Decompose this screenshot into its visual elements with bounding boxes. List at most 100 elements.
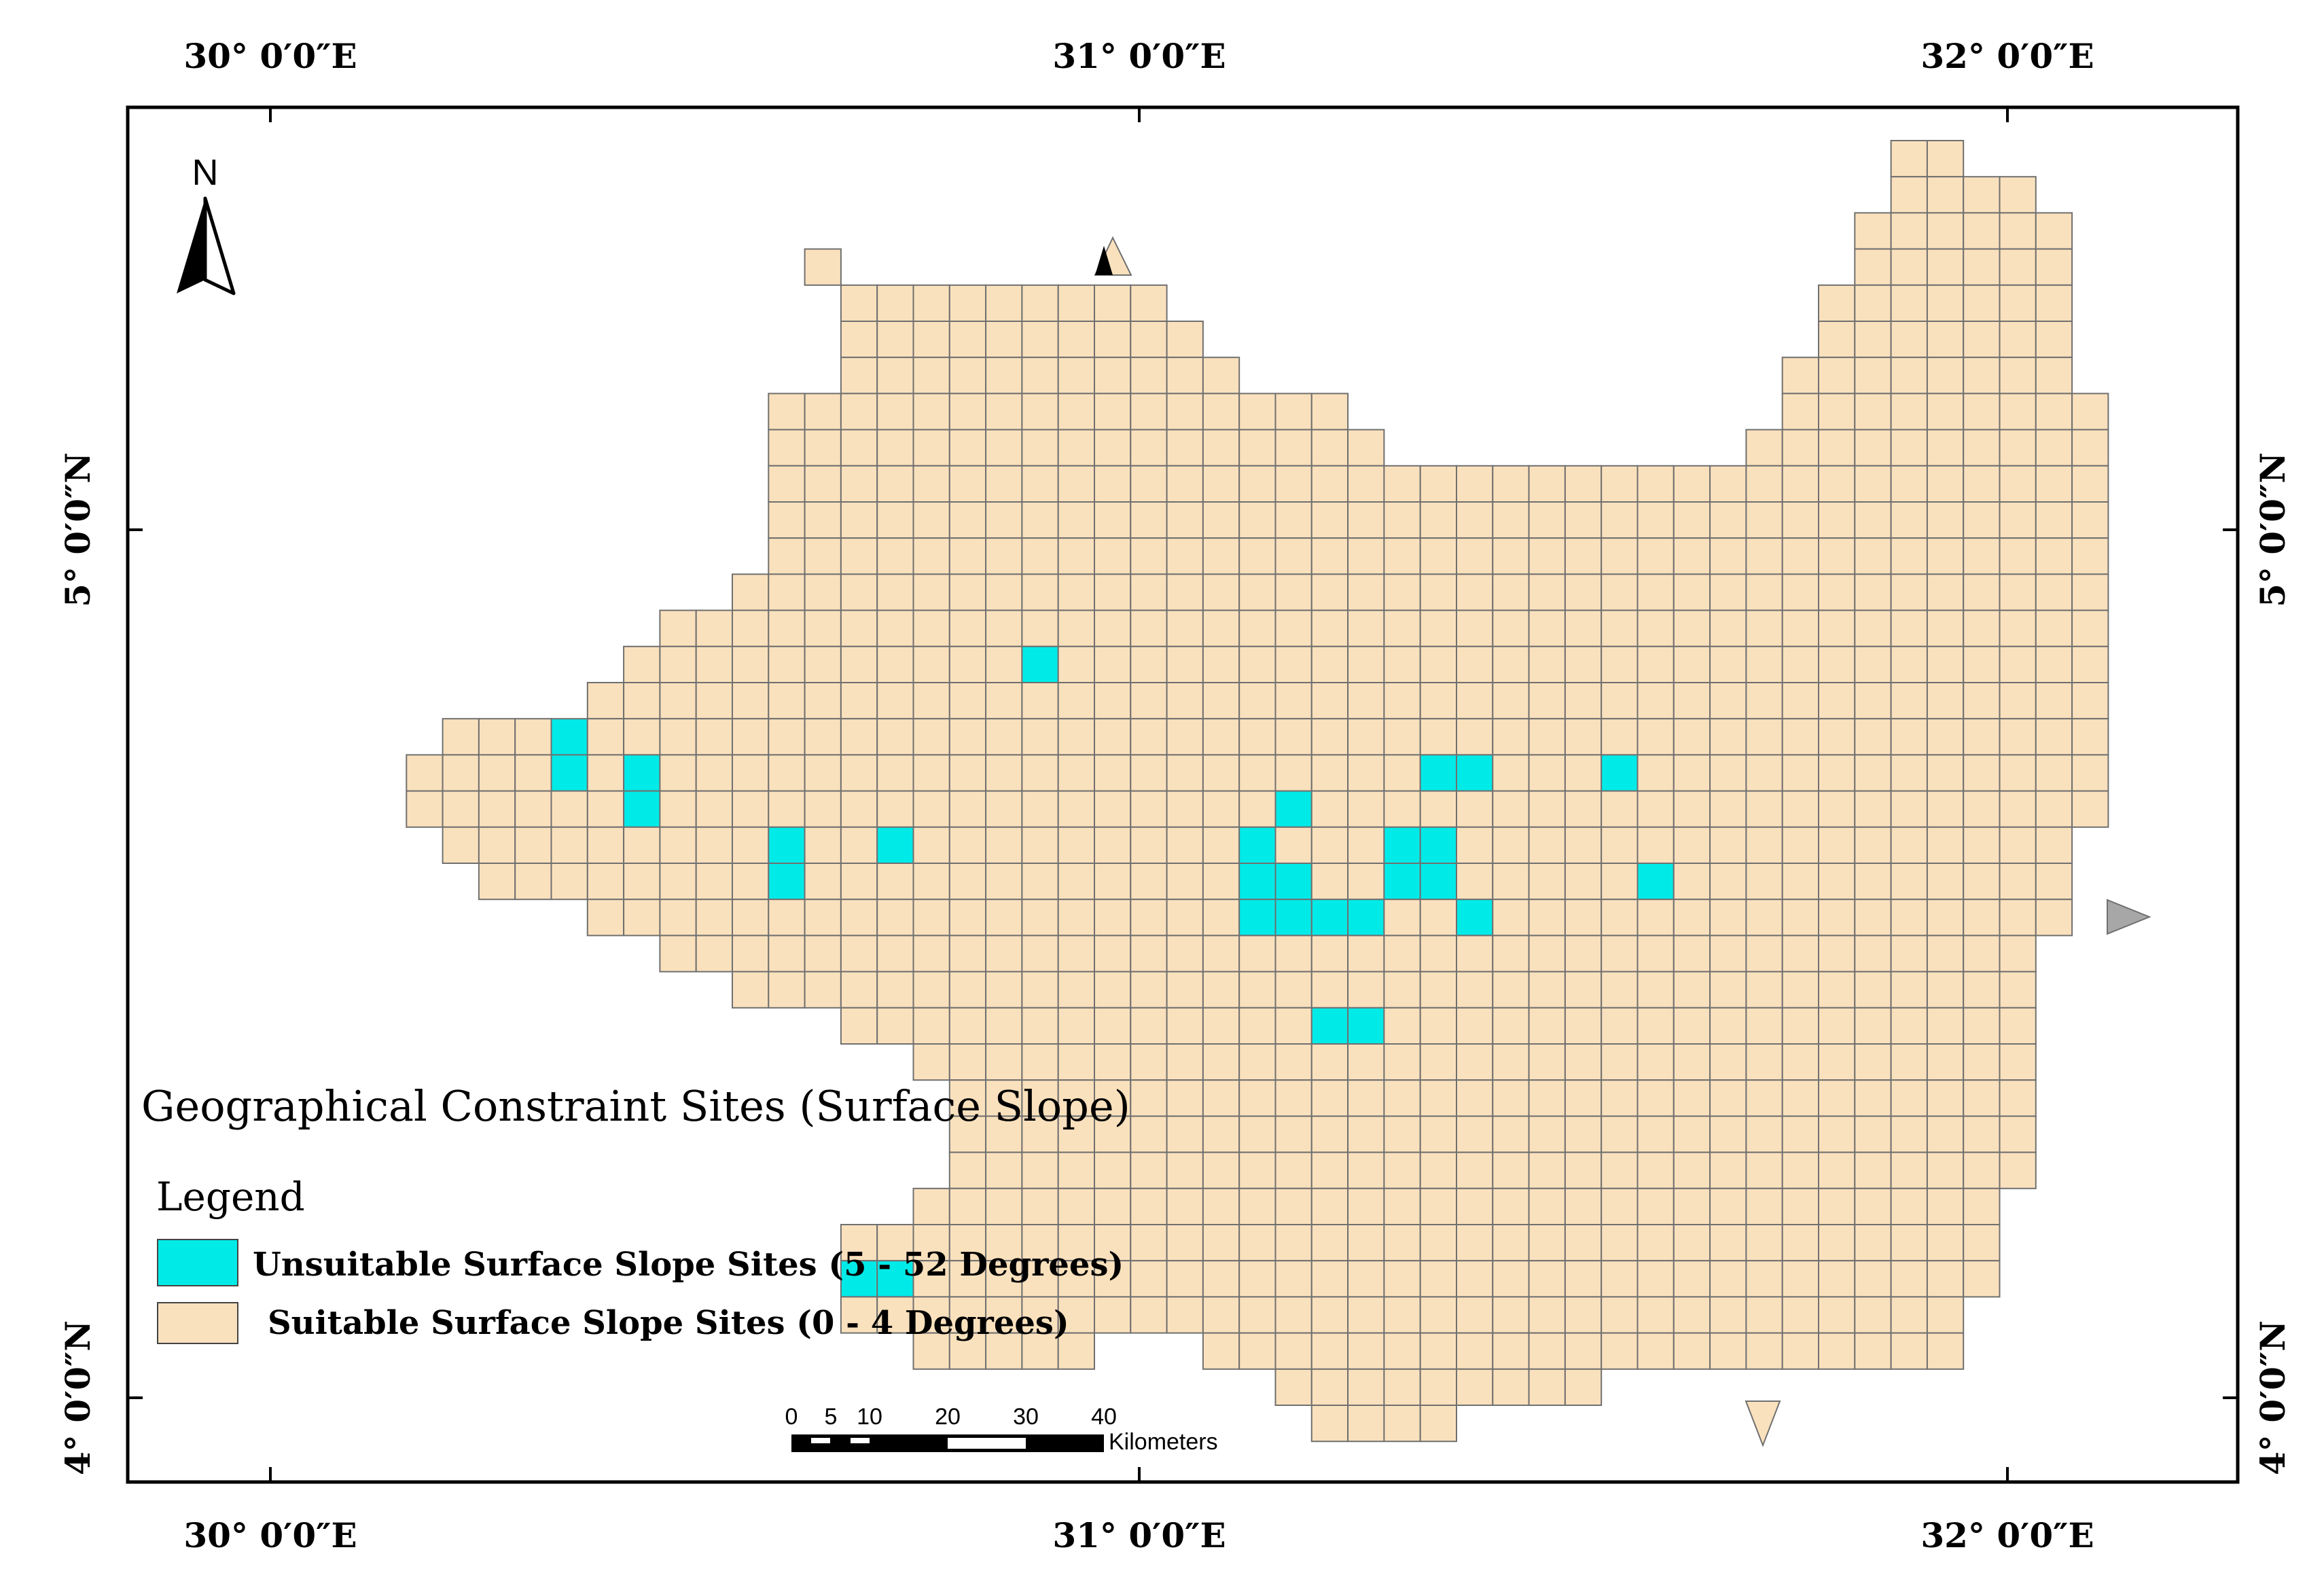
suitable-cell (1854, 863, 1892, 901)
unsuitable-cell (1383, 826, 1421, 865)
suitable-cell (1963, 826, 2001, 865)
suitable-cell (1383, 1224, 1421, 1262)
suitable-cell (2035, 248, 2073, 286)
unsuitable-cell (1238, 826, 1276, 865)
suitable-cell (876, 321, 914, 359)
suitable-cell (1130, 718, 1168, 756)
suitable-cell (1564, 1043, 1603, 1081)
suitable-cell (840, 718, 878, 756)
suitable-cell (1057, 899, 1095, 937)
legend-label-suitable: Suitable Surface Slope Sites (0 - 4 Degr… (268, 1304, 1069, 1342)
suitable-cell (1310, 1332, 1349, 1370)
suitable-cell (1854, 682, 1892, 720)
suitable-cell (1274, 1187, 1312, 1226)
suitable-cell (1274, 682, 1312, 720)
suitable-cell (840, 790, 878, 828)
suitable-cell (912, 1007, 950, 1045)
suitable-cell (1021, 1007, 1059, 1045)
suitable-cell (2071, 465, 2109, 503)
suitable-cell (1637, 609, 1675, 647)
suitable-cell (1202, 609, 1240, 647)
suitable-cell (1347, 790, 1385, 828)
suitable-cell (1347, 501, 1385, 539)
suitable-cell (840, 393, 878, 431)
suitable-cell (1637, 1007, 1675, 1045)
suitable-cell (948, 682, 987, 720)
suitable-cell (732, 609, 770, 647)
suitable-cell (1673, 573, 1711, 611)
suitable-cell (1818, 863, 1856, 901)
suitable-cell (1528, 1224, 1566, 1262)
suitable-cell (695, 754, 733, 792)
suitable-cell (1745, 1260, 1783, 1298)
suitable-cell (1999, 357, 2037, 395)
suitable-cell (1347, 1405, 1385, 1443)
suitable-cell (1564, 537, 1603, 575)
suitable-cell (1310, 1296, 1349, 1334)
suitable-cell (1057, 1332, 1095, 1370)
suitable-cell (1854, 609, 1892, 647)
suitable-cell (732, 826, 770, 865)
suitable-cell (1347, 537, 1385, 575)
suitable-cell (1818, 1043, 1856, 1081)
suitable-cell (1383, 754, 1421, 792)
suitable-cell (1854, 790, 1892, 828)
suitable-cell (659, 754, 697, 792)
scale-bar-seg-a (811, 1438, 830, 1443)
suitable-cell (1130, 1079, 1168, 1117)
suitable-cell (1021, 1187, 1059, 1226)
suitable-cell (1963, 1115, 2001, 1153)
suitable-cell (1492, 1224, 1530, 1262)
suitable-cell (1890, 1043, 1928, 1081)
suitable-cell (1963, 573, 2001, 611)
suitable-cell (876, 429, 914, 467)
suitable-cell (1637, 935, 1675, 973)
suitable-cell (1383, 1007, 1421, 1045)
suitable-cell (1130, 393, 1168, 431)
suitable-cell (695, 682, 733, 720)
suitable-cell (1094, 284, 1132, 322)
suitable-cell (985, 826, 1023, 865)
suitable-cell (876, 863, 914, 901)
suitable-cell (623, 899, 661, 937)
suitable-cell (1202, 1115, 1240, 1153)
suitable-cell (478, 826, 516, 865)
suitable-cell (1963, 1224, 2001, 1262)
suitable-cell (1202, 1260, 1240, 1298)
suitable-cell (1637, 754, 1675, 792)
suitable-cell (1021, 1043, 1059, 1081)
suitable-cell (1528, 501, 1566, 539)
suitable-cell (1057, 393, 1095, 431)
unsuitable-cell (1274, 790, 1312, 828)
suitable-cell (1890, 1115, 1928, 1153)
suitable-cell (1564, 1079, 1603, 1117)
suitable-cell (1419, 1260, 1457, 1298)
suitable-cell (1963, 1151, 2001, 1189)
suitable-cell (1238, 609, 1276, 647)
north-arrow-left-half (177, 198, 205, 293)
suitable-cell (1274, 935, 1312, 973)
suitable-cell (1456, 1151, 1494, 1189)
suitable-cell (1166, 1043, 1204, 1081)
suitable-cell (1963, 790, 2001, 828)
suitable-cell (1202, 790, 1240, 828)
suitable-cell (2035, 826, 2073, 865)
suitable-cell (1419, 1296, 1457, 1334)
unsuitable-cell (1419, 826, 1457, 865)
suitable-cell (1130, 321, 1168, 359)
suitable-cell (1709, 1115, 1747, 1153)
suitable-cell (1745, 1151, 1783, 1189)
suitable-cell (1057, 754, 1095, 792)
suitable-cell (1818, 501, 1856, 539)
suitable-cell (985, 537, 1023, 575)
lat-label-right-4n: 4° 0′0″N (2253, 1320, 2293, 1475)
suitable-cell (1347, 1043, 1385, 1081)
suitable-cell (1310, 1079, 1349, 1117)
suitable-cell (1021, 429, 1059, 467)
suitable-cell (1999, 501, 2037, 539)
suitable-cell (1310, 1405, 1349, 1443)
suitable-cell (1781, 1260, 1819, 1298)
suitable-cell (1094, 935, 1132, 973)
suitable-cell (1781, 357, 1819, 395)
suitable-cell (1130, 1224, 1168, 1262)
